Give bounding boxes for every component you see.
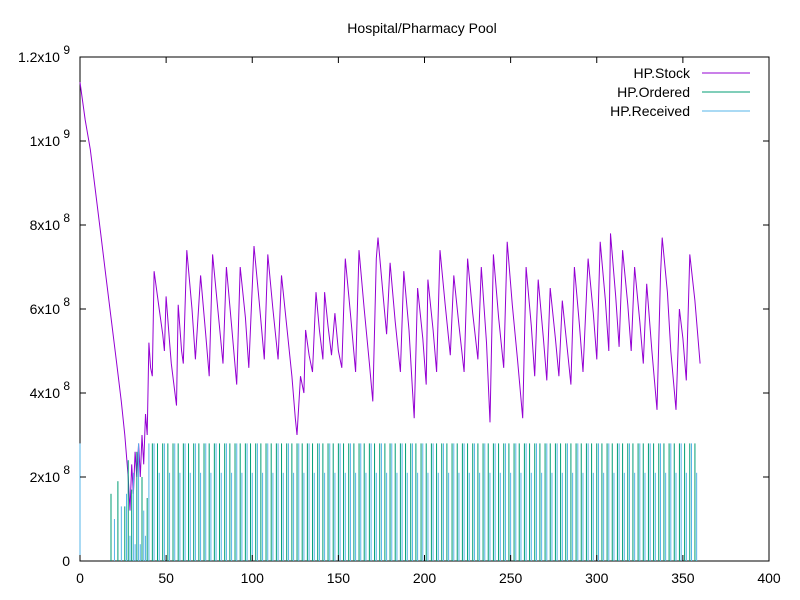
- legend: HP.Stock HP.Ordered HP.Received: [610, 65, 750, 119]
- legend-label-hp-ordered: HP.Ordered: [617, 84, 690, 100]
- y-tick-label-1: 2x10 8: [30, 463, 71, 485]
- y-tick-label-4: 8x10 8: [30, 211, 71, 233]
- y-tick-label-0: 0: [62, 553, 70, 569]
- x-tick-label-3: 150: [327, 570, 351, 586]
- y-tick-label-6: 1.2x10 9: [18, 43, 70, 65]
- x-tick-label-2: 100: [241, 570, 265, 586]
- x-tick-label-8: 400: [757, 570, 781, 586]
- series-layer: [79, 82, 701, 561]
- legend-label-hp-received: HP.Received: [610, 103, 690, 119]
- y-tick-label-3: 6x10 8: [30, 295, 71, 317]
- x-tick-label-7: 350: [671, 570, 695, 586]
- legend-label-hp-stock: HP.Stock: [633, 65, 691, 81]
- series-line-hp-stock: [79, 82, 701, 511]
- x-tick-label-5: 250: [499, 570, 523, 586]
- x-tick-label-1: 50: [158, 570, 174, 586]
- chart-title: Hospital/Pharmacy Pool: [347, 20, 496, 36]
- x-tick-label-0: 0: [76, 570, 84, 586]
- y-tick-label-5: 1x10 9: [30, 127, 71, 149]
- x-tick-label-6: 300: [585, 570, 609, 586]
- y-axis: 0 2x10 8 4x10 8 6x10 8 8x10 8 1x10 9 1.2x10 9: [18, 43, 769, 569]
- x-axis: 0 50 100 150 200 250 300 350 400: [76, 57, 781, 586]
- x-tick-label-4: 200: [413, 570, 437, 586]
- y-tick-label-2: 4x10 8: [30, 379, 71, 401]
